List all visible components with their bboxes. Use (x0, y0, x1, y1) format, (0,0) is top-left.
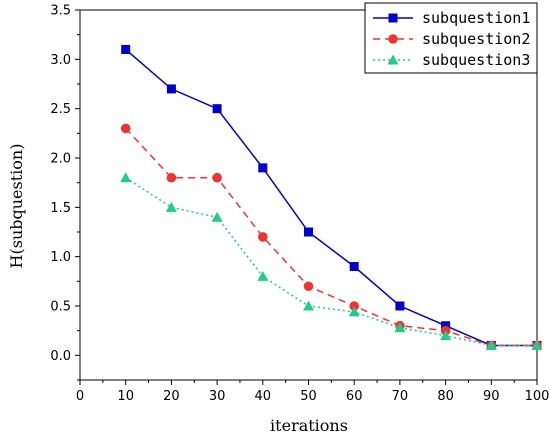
data-point-subquestion1 (258, 163, 268, 173)
y-tick-label: 3.5 (50, 4, 71, 19)
x-tick-label: 70 (392, 389, 409, 404)
legend-item-subquestion1: subquestion1 (373, 9, 530, 27)
y-axis: 0.0 0.5 1.0 1.5 2.0 2.5 3.0 3.5 (50, 4, 80, 381)
data-point-subquestion1 (349, 262, 359, 272)
data-point-subquestion1 (395, 301, 405, 311)
y-tick-label: 0.0 (50, 349, 71, 364)
legend-label: subquestion2 (422, 30, 530, 48)
x-axis-title: iterations (270, 416, 348, 435)
legend-marker (387, 54, 399, 65)
data-point-subquestion3 (120, 172, 132, 183)
series-subquestion1 (121, 44, 542, 350)
data-point-subquestion3 (211, 211, 223, 222)
series-subquestion3 (120, 172, 543, 350)
data-point-subquestion2 (212, 172, 222, 183)
data-point-subquestion3 (303, 300, 314, 311)
legend-item-subquestion2: subquestion2 (373, 30, 530, 48)
x-tick-label: 100 (525, 389, 550, 404)
series-line-subquestion1 (125, 48, 537, 347)
y-tick-label: 1.5 (50, 201, 71, 216)
data-point-subquestion3 (485, 339, 497, 350)
x-tick-label: 50 (300, 389, 317, 404)
y-tick-label: 2.0 (50, 152, 71, 167)
data-point-subquestion1 (212, 104, 222, 114)
data-point-subquestion2 (303, 281, 314, 292)
x-tick-label: 90 (483, 389, 500, 404)
data-point-subquestion3 (348, 306, 360, 317)
legend: subquestion1 subquestion2 subquestion3 (364, 2, 538, 74)
data-point-subquestion3 (440, 330, 452, 341)
data-point-subquestion2 (349, 301, 360, 311)
series-line-subquestion2 (125, 127, 537, 347)
data-point-subquestion2 (166, 172, 177, 183)
y-tick-label: 2.5 (50, 102, 71, 117)
legend-marker (388, 13, 398, 23)
data-point-subquestion1 (121, 44, 131, 54)
x-tick-label: 60 (346, 389, 363, 404)
x-tick-label: 20 (163, 389, 180, 404)
legend-item-subquestion3: subquestion3 (373, 51, 530, 69)
y-axis-title: H(subquestion) (7, 144, 26, 269)
series-layer (120, 44, 543, 351)
data-point-subquestion1 (166, 84, 176, 94)
y-tick-label: 3.0 (50, 53, 71, 68)
series-subquestion2 (120, 123, 542, 351)
data-point-subquestion2 (120, 123, 131, 134)
x-tick-label: 10 (117, 389, 134, 404)
data-point-subquestion1 (441, 321, 451, 331)
legend-marker (388, 34, 398, 44)
y-tick-label: 1.0 (50, 250, 71, 265)
y-tick-label: 0.5 (50, 300, 71, 315)
x-tick-label: 40 (255, 389, 272, 404)
x-axis: 0 10 20 30 40 50 60 70 80 90 100 (76, 380, 550, 404)
x-tick-label: 30 (209, 389, 226, 404)
x-tick-label: 80 (437, 389, 454, 404)
data-point-subquestion1 (304, 227, 313, 237)
data-point-subquestion3 (394, 322, 406, 333)
data-point-subquestion2 (258, 232, 268, 242)
legend-label: subquestion3 (422, 51, 530, 69)
series-line-subquestion3 (125, 177, 537, 347)
legend-label: subquestion1 (422, 9, 530, 27)
data-point-subquestion3 (531, 339, 543, 350)
x-tick-label: 0 (76, 389, 84, 404)
data-point-subquestion3 (257, 270, 269, 281)
data-point-subquestion3 (165, 201, 177, 212)
